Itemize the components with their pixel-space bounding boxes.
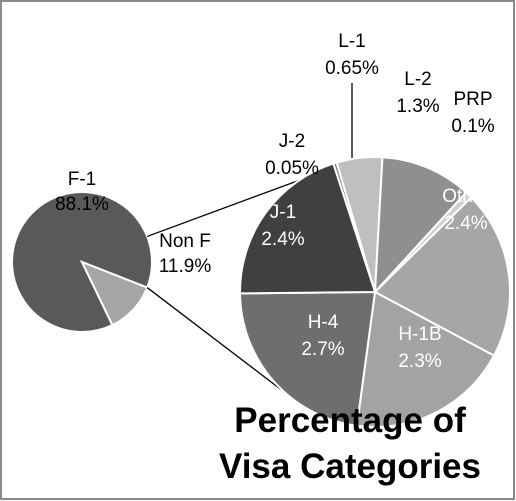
slice-value-label: 0.1% <box>451 116 494 137</box>
pie-slice <box>238 290 377 427</box>
slice-label: Non F <box>159 231 211 252</box>
slice-label: Other <box>442 186 490 207</box>
connector-line <box>146 287 301 405</box>
chart-title: Percentage of Visa Categories <box>219 401 481 486</box>
slice-value-label: 2.7% <box>301 339 344 360</box>
pie-slice <box>373 156 468 295</box>
slice-label: H-4 <box>308 312 339 333</box>
slice-label: L-2 <box>404 69 431 90</box>
slice-label: H-1B <box>398 324 441 345</box>
slice-value-label: 88.1% <box>55 194 109 215</box>
slice-label: L-1 <box>338 31 365 52</box>
slice-label: J-1 <box>270 202 296 223</box>
slice-label: F-1 <box>68 169 97 190</box>
slice-value-label: 2.4% <box>261 229 304 250</box>
slice-value-label: 2.4% <box>444 213 487 234</box>
slice-value-label: 0.65% <box>325 58 379 79</box>
slice-value-label: 2.3% <box>398 351 441 372</box>
slice-value-label: 0.05% <box>265 158 319 179</box>
slice-value-label: 11.9% <box>159 256 212 277</box>
pie-slice <box>239 162 377 295</box>
pie-slice <box>373 196 511 358</box>
slice-label: PRP <box>453 89 492 110</box>
pie-slice <box>355 290 496 428</box>
connector-line <box>146 179 301 238</box>
slice-value-label: 1.3% <box>396 96 439 117</box>
slice-label: J-2 <box>279 131 305 152</box>
